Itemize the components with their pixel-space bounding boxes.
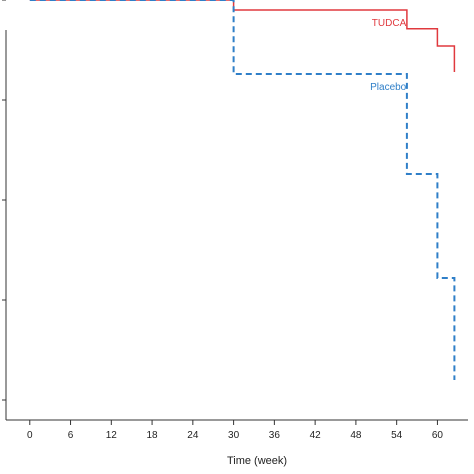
x-tick-label: 30: [228, 430, 240, 441]
x-tick-label: 0: [27, 430, 33, 441]
x-tick-label: 54: [391, 430, 403, 441]
x-tick-label: 36: [269, 430, 281, 441]
x-tick-label: 42: [310, 430, 322, 441]
x-tick-label: 12: [106, 430, 118, 441]
axes: 0 6 12 18 24 30 36 42 48 54 60: [2, 0, 468, 441]
x-tick-label: 6: [68, 430, 74, 441]
series-line-tudca: [29, 0, 456, 72]
x-tick-label: 60: [432, 430, 444, 441]
series-label-placebo: Placebo: [370, 82, 407, 93]
x-axis-title: Time (week): [227, 455, 287, 467]
x-tick-label: 48: [350, 430, 362, 441]
x-tick-label: 18: [147, 430, 159, 441]
x-tick-label: 24: [187, 430, 199, 441]
series-group: [29, 0, 456, 380]
series-line-placebo: [29, 0, 456, 380]
series-label-tudca: TUDCA: [372, 18, 407, 29]
series-labels: TUDCA Placebo: [370, 18, 407, 93]
